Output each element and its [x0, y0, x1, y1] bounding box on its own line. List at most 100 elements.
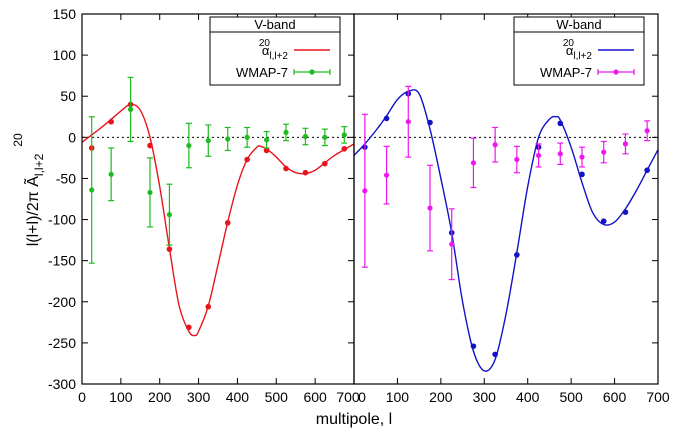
- y-tick-label: 0: [68, 129, 76, 145]
- legend-title: V-band: [254, 17, 295, 32]
- legend-entry: αl,l+220: [563, 38, 634, 62]
- data-point: [186, 324, 192, 331]
- series-alpha-w-band: [354, 89, 658, 372]
- data-point: [405, 119, 411, 125]
- legend-label: WMAP-7: [236, 65, 288, 80]
- y-axis-title: l(l+l)/2π Ãl,l+2 20: [11, 133, 46, 246]
- data-point: [470, 160, 477, 166]
- legend-entry: αl,l+220: [259, 38, 330, 62]
- panel-w-band: 0 100 200 300 400 500 600 700W-bandαl,l+220WMAP…: [353, 13, 670, 405]
- panel-frame: [353, 13, 659, 385]
- data-point: [205, 138, 211, 144]
- x-tick-label: 700: [336, 389, 360, 405]
- data-point: [283, 165, 289, 172]
- x-tick-label: 300: [473, 389, 497, 405]
- plot-area: 0 100 200 300 400 500 600 700V-bandαl,l+220WMAP…: [78, 13, 670, 405]
- data-point: [383, 115, 390, 122]
- data-point: [283, 129, 289, 135]
- data-point: [225, 136, 231, 142]
- data-point: [557, 151, 563, 157]
- data-point: [362, 188, 368, 194]
- y-tick-label: 150: [53, 6, 77, 22]
- data-point: [600, 218, 607, 224]
- series-wmap7-v-band: [88, 76, 348, 264]
- data-point: [557, 120, 564, 127]
- data-point: [224, 220, 231, 226]
- y-tick-label: -200: [48, 294, 76, 310]
- legend-frame: [209, 16, 341, 86]
- data-point: [341, 146, 348, 152]
- legend-label: αl,l+2: [262, 43, 289, 62]
- data-point: [127, 106, 134, 112]
- y-tick-label: 50: [60, 88, 76, 104]
- data-point: [427, 205, 433, 211]
- data-point: [514, 252, 520, 258]
- data-point: [205, 303, 212, 310]
- legend-label-subscript: l,l+2: [269, 51, 288, 62]
- data-point: [244, 156, 250, 163]
- y-tick-label: -300: [48, 376, 76, 392]
- legend-label-main: α: [566, 43, 574, 58]
- x-tick-label: 500: [265, 389, 289, 405]
- data-point: [644, 128, 650, 134]
- x-tick-label: 400: [516, 389, 540, 405]
- data-point: [449, 241, 455, 247]
- svg-text:l(l+l)/2π Ãl,l+2: l(l+l)/2π Ãl,l+2: [22, 153, 46, 246]
- panel-v-band: 0 100 200 300 400 500 600 700V-bandαl,l+220WMAP…: [78, 13, 360, 405]
- x-tick-label: 0: [78, 389, 86, 405]
- series-wmap7-w-band: [361, 85, 651, 281]
- legend-label-subscript: l,l+2: [573, 51, 592, 62]
- data-point: [108, 118, 114, 125]
- data-point: [322, 160, 328, 167]
- data-point: [186, 142, 192, 149]
- legend-label-superscript: 20: [563, 38, 575, 49]
- data-point: [322, 134, 328, 140]
- data-point: [535, 152, 542, 159]
- data-point: [89, 187, 95, 193]
- x-tick-label: 100: [109, 389, 133, 405]
- data-point: [644, 167, 650, 174]
- x-tick-label: 600: [303, 389, 327, 405]
- x-tick-label: 0: [358, 389, 366, 405]
- x-tick-label: 700: [646, 389, 670, 405]
- data-point: [341, 132, 347, 138]
- data-point: [514, 156, 520, 163]
- y-axis-title-subscript: l,l+2: [32, 153, 46, 176]
- legend-frame: [513, 16, 645, 86]
- legend-title: W-band: [556, 17, 601, 32]
- y-tick-label: -50: [56, 170, 76, 186]
- series-line: [354, 89, 658, 372]
- y-axis: 150 100 50 0 -50 -100 -150 -200 -250 -300: [48, 6, 658, 392]
- series-line: [82, 103, 354, 337]
- y-tick-label: 100: [53, 47, 77, 63]
- data-point: [166, 212, 173, 218]
- data-point: [470, 343, 477, 349]
- data-point: [579, 154, 585, 160]
- series-alpha-v-band: [82, 101, 354, 337]
- data-point: [622, 209, 629, 215]
- x-tick-label: 200: [148, 389, 172, 405]
- data-point: [492, 351, 498, 358]
- x-axis-title: multipole, l: [316, 411, 392, 428]
- x-tick-label: 500: [559, 389, 583, 405]
- panel-data: [354, 85, 658, 372]
- legend-swatch-point: [613, 69, 619, 75]
- data-point: [427, 119, 433, 126]
- x-tick-label: 200: [429, 389, 453, 405]
- data-point: [244, 134, 250, 140]
- legend-label: αl,l+2: [566, 43, 593, 62]
- legend-swatch-point: [309, 69, 315, 75]
- data-point: [302, 133, 309, 140]
- legend-label-superscript: 20: [259, 38, 271, 49]
- data-point: [108, 171, 114, 177]
- x-tick-label: 300: [187, 389, 211, 405]
- legend-label-main: α: [262, 43, 270, 58]
- data-point: [492, 142, 498, 148]
- y-tick-label: -250: [48, 335, 76, 351]
- y-tick-label: -150: [48, 253, 76, 269]
- x-tick-label: 600: [603, 389, 627, 405]
- data-point: [622, 141, 629, 147]
- data-point: [579, 171, 585, 178]
